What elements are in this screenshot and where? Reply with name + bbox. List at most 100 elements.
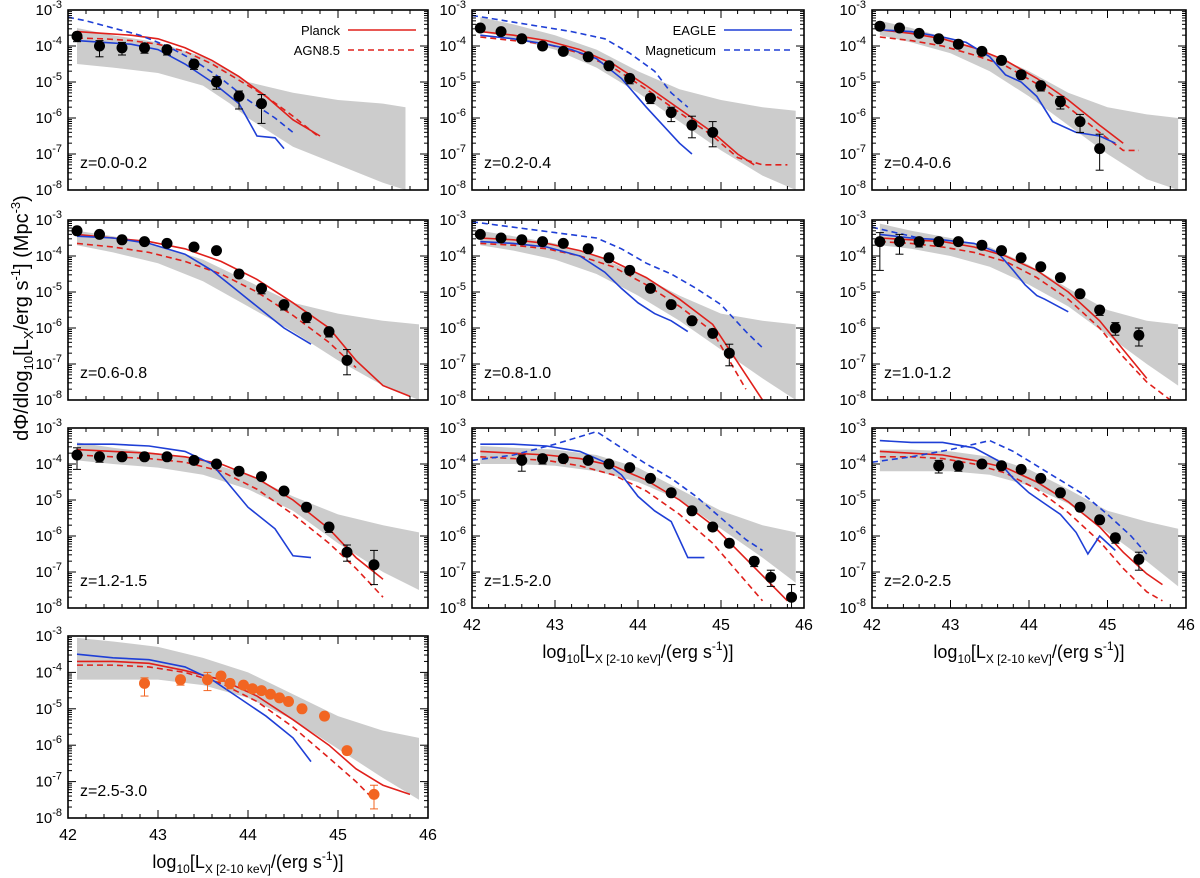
y-tick-exp: -3 xyxy=(52,0,62,11)
data-point xyxy=(1109,532,1121,544)
y-tick-label: 10-7 xyxy=(36,353,62,373)
y-tick-exp: -3 xyxy=(856,209,866,221)
y-tick-exp: -6 xyxy=(456,317,466,329)
data-point xyxy=(707,126,719,138)
y-tick-label: 10-6 xyxy=(840,525,866,545)
data-point xyxy=(139,677,150,689)
xlabel-mid: /(erg s xyxy=(661,642,712,662)
y-tick-base: 10 xyxy=(840,528,857,545)
y-tick-base: 10 xyxy=(440,2,457,19)
data-point xyxy=(296,703,308,715)
y-tick-base: 10 xyxy=(36,356,53,373)
y-tick-label: 10-8 xyxy=(36,807,62,827)
y-tick-label: 10-8 xyxy=(440,597,466,617)
y-tick-base: 10 xyxy=(440,356,457,373)
ylabel-mid: [L xyxy=(11,339,33,356)
y-tick-base: 10 xyxy=(440,110,457,127)
y-tick-exp: -5 xyxy=(456,71,466,83)
uncertainty-band xyxy=(77,637,419,800)
xlabel-mid: /(erg s xyxy=(1052,642,1103,662)
data-point xyxy=(94,451,105,463)
uncertainty-band xyxy=(77,230,419,400)
data-point xyxy=(71,449,83,461)
x-tick-label: 42 xyxy=(463,617,481,634)
y-tick-exp: -7 xyxy=(856,353,866,365)
data-point xyxy=(516,234,528,246)
data-point xyxy=(71,30,83,42)
y-tick-base: 10 xyxy=(36,212,53,229)
y-tick-exp: -7 xyxy=(856,143,866,155)
data-point xyxy=(188,58,200,70)
y-tick-base: 10 xyxy=(36,492,53,509)
y-tick-exp: -5 xyxy=(456,281,466,293)
data-point xyxy=(211,76,222,88)
plot-area xyxy=(71,225,419,400)
y-tick-base: 10 xyxy=(840,284,857,301)
data-point xyxy=(1054,272,1066,284)
y-tick-base: 10 xyxy=(36,737,53,754)
y-tick-exp: -7 xyxy=(52,561,62,573)
y-tick-base: 10 xyxy=(36,774,53,791)
data-point xyxy=(996,54,1008,66)
y-tick-exp: -8 xyxy=(52,807,62,819)
xlabel-end: )] xyxy=(333,852,344,872)
y-tick-exp: -8 xyxy=(52,389,62,401)
y-tick-label: 10-8 xyxy=(440,389,466,409)
series-eagle-line xyxy=(879,439,1116,556)
ylabel-main: dΦ/dlog xyxy=(11,370,33,440)
y-tick-exp: -6 xyxy=(856,317,866,329)
y-tick-base: 10 xyxy=(840,320,857,337)
data-point xyxy=(323,326,335,338)
y-tick-exp: -4 xyxy=(856,35,866,47)
data-point xyxy=(238,679,249,691)
y-tick-base: 10 xyxy=(36,146,53,163)
y-tick-exp: -6 xyxy=(856,107,866,119)
data-point xyxy=(686,505,698,517)
xlabel-sup: -1 xyxy=(712,639,723,653)
data-point xyxy=(624,462,636,474)
data-point xyxy=(1074,116,1086,128)
series-agn85-line xyxy=(77,664,375,801)
series-magneticum-line xyxy=(872,439,1148,555)
data-point xyxy=(686,119,698,131)
data-point xyxy=(139,236,150,248)
data-point xyxy=(874,236,886,248)
plot-area xyxy=(76,637,419,810)
y-tick-exp: -8 xyxy=(856,389,866,401)
data-point xyxy=(913,27,925,39)
data-point xyxy=(278,485,290,497)
panel-z=1.5-2.0: 10-310-410-510-610-710-842 43 44 45 46log10[… xyxy=(440,417,813,666)
y-tick-base: 10 xyxy=(440,38,457,55)
data-point xyxy=(161,451,173,463)
y-tick-exp: -3 xyxy=(52,417,62,429)
y-tick-label: 10-6 xyxy=(440,317,466,337)
data-point xyxy=(1094,514,1106,526)
y-tick-exp: -3 xyxy=(52,625,62,637)
y-tick-label: 10-3 xyxy=(440,0,466,19)
data-point xyxy=(247,683,258,695)
panel-z=2.5-3.0: 10-310-410-510-610-710-842 43 44 45 46log10[… xyxy=(36,625,437,876)
plot-area xyxy=(872,439,1179,602)
series-eagle-line xyxy=(77,443,312,559)
y-tick-label: 10-4 xyxy=(36,661,62,681)
data-point xyxy=(933,33,945,45)
y-tick-base: 10 xyxy=(36,810,53,827)
y-tick-exp: -4 xyxy=(52,453,62,465)
y-tick-label: 10-3 xyxy=(440,417,466,437)
y-tick-label: 10-8 xyxy=(840,389,866,409)
data-point xyxy=(765,571,777,583)
x-axis-label: log10[LX [2-10 keV]/(erg s-1)] xyxy=(933,639,1124,666)
y-tick-exp: -6 xyxy=(456,525,466,537)
y-tick-label: 10-4 xyxy=(36,453,62,473)
y-tick-base: 10 xyxy=(440,528,457,545)
y-tick-exp: -4 xyxy=(52,35,62,47)
data-point xyxy=(256,471,267,483)
series-eagle-line xyxy=(76,39,285,150)
y-tick-exp: -7 xyxy=(52,771,62,783)
data-point xyxy=(582,454,594,466)
xlabel-mid: /(erg s xyxy=(271,852,322,872)
plot-area xyxy=(872,223,1179,400)
y-tick-base: 10 xyxy=(36,38,53,55)
y-tick-exp: -3 xyxy=(456,417,466,429)
